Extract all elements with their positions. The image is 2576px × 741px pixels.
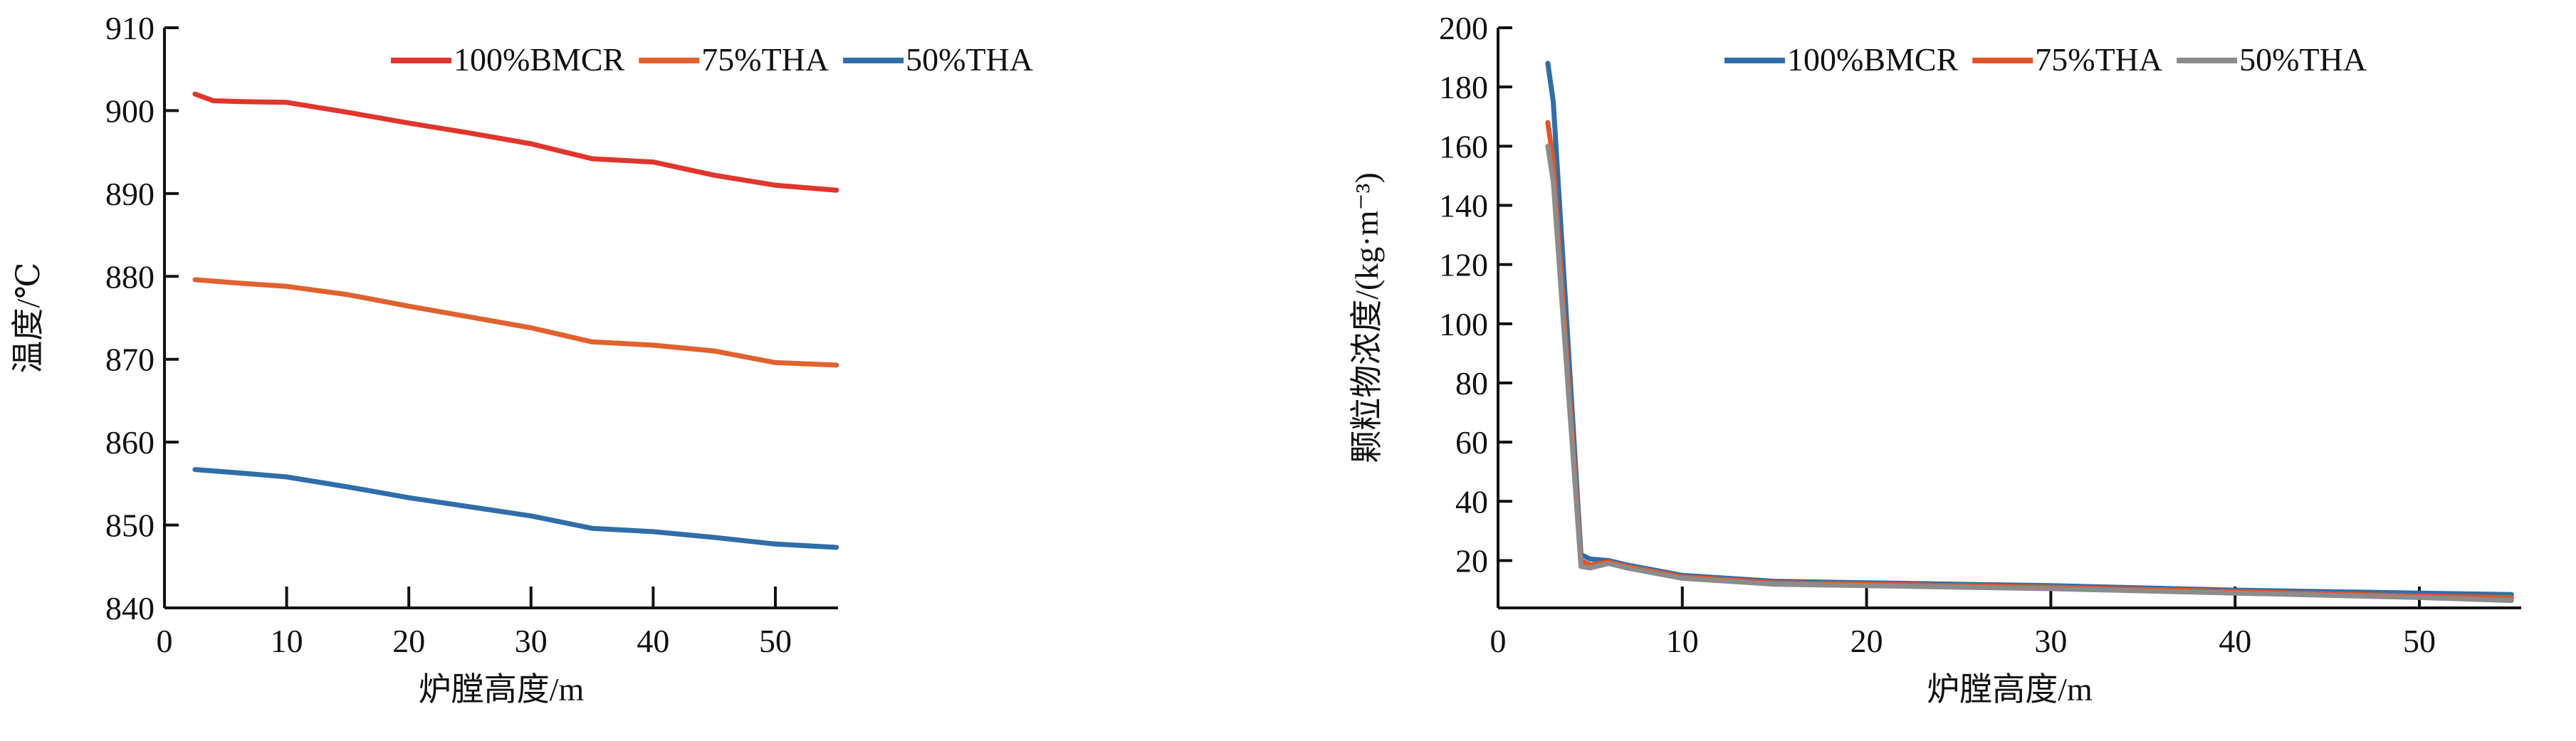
x-tick-label: 50 (2403, 623, 2436, 659)
x-tick-label: 30 (515, 623, 548, 659)
y-tick-label: 140 (1439, 187, 1488, 224)
legend-label: 50%THA (906, 41, 1033, 78)
x-tick-label: 20 (1850, 623, 1883, 659)
y-tick-label: 860 (105, 424, 155, 461)
x-tick-label: 50 (759, 623, 792, 659)
legend-label: 75%THA (701, 41, 829, 78)
y-tick-label: 890 (105, 176, 155, 212)
x-tick-label: 0 (1490, 623, 1507, 659)
chart-panel-1: 840 850 860 870 880 890 900 910 0 10 20 30 40 50 炉膛高度/… (10, 10, 1033, 708)
legend-label: 50%THA (2239, 41, 2367, 78)
x-tick-label: 10 (1666, 623, 1699, 659)
legend-label: 100%BMCR (1787, 41, 1959, 78)
legend-label: 75%THA (2035, 41, 2162, 78)
y-tick-label: 870 (105, 342, 155, 378)
x-tick-label: 20 (392, 623, 425, 659)
x-axis-label: 炉膛高度/m (1927, 671, 2093, 708)
x-tick-label: 40 (2219, 623, 2251, 659)
y-tick-label: 160 (1439, 128, 1488, 164)
y-tick-label: 80 (1455, 365, 1488, 401)
legend-label: 100%BMCR (454, 41, 625, 78)
y-tick-label: 200 (1439, 10, 1488, 46)
y-tick-label: 900 (105, 93, 155, 129)
x-tick-label: 40 (637, 623, 669, 659)
y-tick-label: 20 (1455, 542, 1488, 579)
x-tick-label: 0 (157, 623, 173, 659)
y-axis-label: 温度/℃ (10, 262, 46, 373)
y-tick-label: 60 (1455, 424, 1488, 461)
chart-panel-2: 20 40 60 80 100 120 140 160 180 200 0 10 20 30 40 50 炉膛高… (1349, 10, 2521, 708)
series-line-100pctbmcr (192, 91, 839, 193)
y-tick-label: 40 (1455, 483, 1488, 520)
series-line-75pcttha (192, 277, 839, 368)
x-tick-label: 30 (2034, 623, 2067, 659)
y-tick-label: 180 (1439, 69, 1488, 105)
y-tick-label: 840 (105, 590, 155, 626)
y-tick-label: 100 (1439, 306, 1488, 342)
y-tick-label: 120 (1439, 247, 1488, 283)
x-axis-label: 炉膛高度/m (419, 671, 585, 708)
y-tick-label: 850 (105, 508, 155, 544)
y-axis-label: 颗粒物浓度/(kg·m⁻³) (1349, 172, 1385, 463)
y-tick-label: 910 (105, 10, 155, 46)
x-tick-label: 10 (271, 623, 303, 659)
series-line-100pctbmcr (1545, 61, 2514, 597)
series-line-50pcttha (192, 467, 839, 550)
series-line-50pcttha (1545, 143, 2514, 604)
series-line-75pcttha (1545, 120, 2514, 600)
y-tick-label: 880 (105, 258, 155, 295)
